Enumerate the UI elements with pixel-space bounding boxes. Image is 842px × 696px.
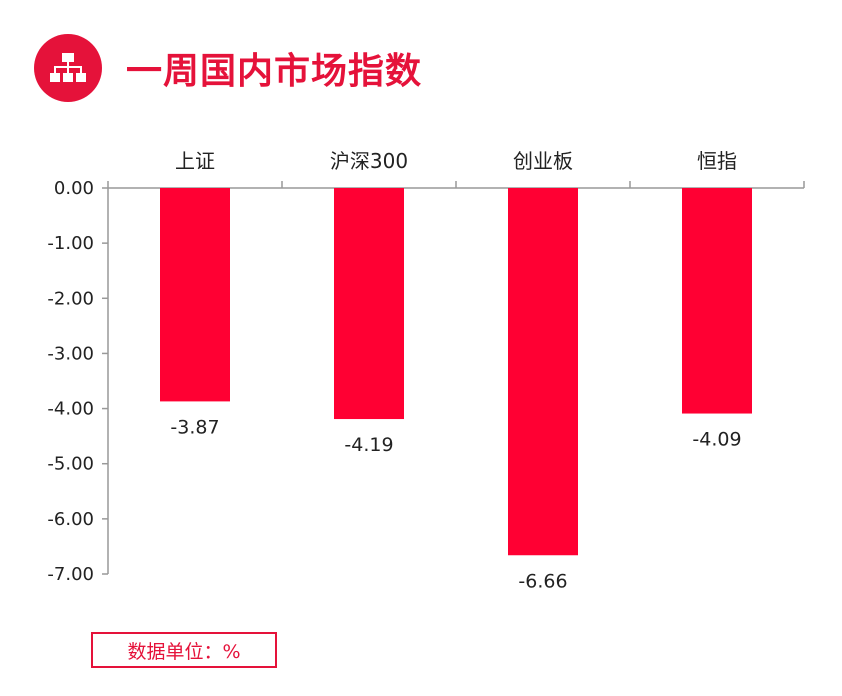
bar	[160, 188, 230, 402]
bar	[682, 188, 752, 414]
y-tick-label: 0.00	[54, 178, 94, 199]
y-tick-label: -7.00	[47, 564, 94, 585]
y-tick-label: -3.00	[47, 343, 94, 364]
y-tick-label: -1.00	[47, 233, 94, 254]
value-label: -3.87	[170, 416, 219, 438]
bar	[508, 188, 578, 556]
value-label: -4.09	[692, 429, 741, 451]
sitemap-icon	[34, 34, 102, 102]
category-label: 上证	[175, 149, 215, 173]
bar	[334, 188, 404, 420]
header: 一周国内市场指数	[34, 32, 422, 104]
y-tick-label: -2.00	[47, 288, 94, 309]
y-tick-label: -6.00	[47, 509, 94, 530]
page-title: 一周国内市场指数	[126, 51, 423, 92]
category-label: 沪深300	[330, 149, 408, 173]
y-tick-label: -4.00	[47, 399, 94, 420]
unit-label: 数据单位：%	[91, 632, 277, 668]
category-label: 创业板	[513, 149, 573, 173]
value-label: -4.19	[344, 434, 393, 456]
y-tick-label: -5.00	[47, 454, 94, 475]
category-label: 恒指	[697, 149, 737, 173]
value-label: -6.66	[518, 570, 567, 592]
